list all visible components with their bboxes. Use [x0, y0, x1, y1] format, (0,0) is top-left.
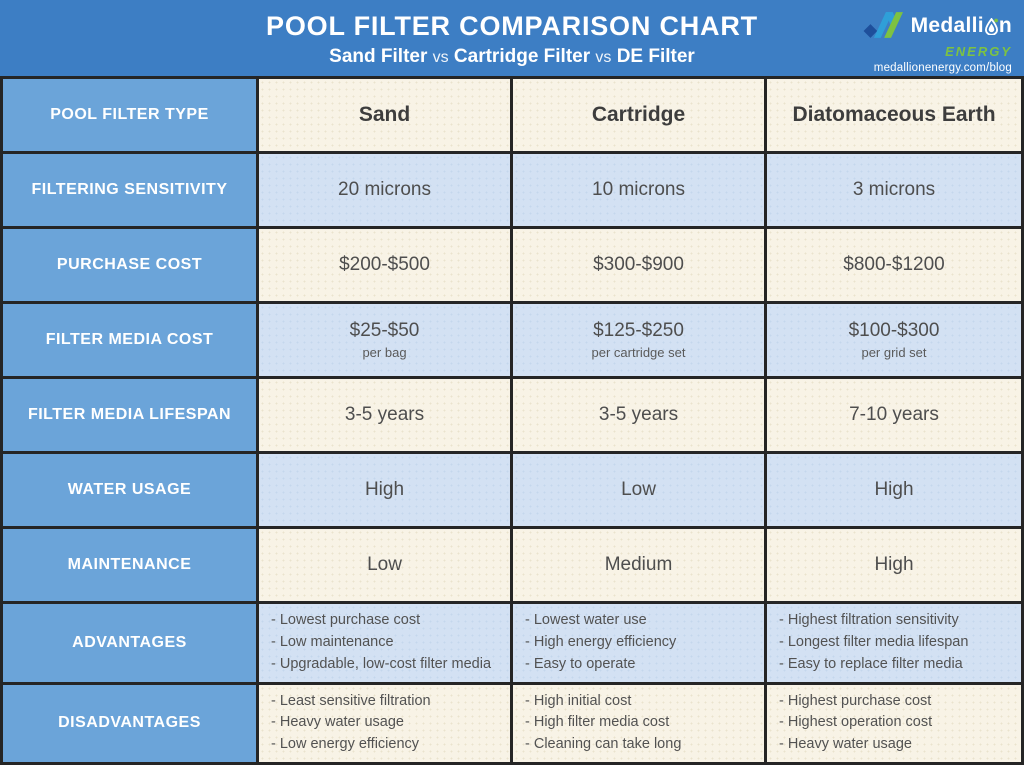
advantages-cartridge-cell: - Lowest water use - High energy efficie…	[513, 604, 767, 685]
list-item: - Easy to replace filter media	[779, 655, 963, 672]
value-cell: Low	[259, 529, 513, 605]
logo-brand-end: n	[998, 13, 1012, 37]
list-item: - High initial cost	[525, 692, 632, 709]
page-subtitle: Sand Filter vs Cartridge Filter vs DE Fi…	[266, 46, 758, 68]
subtitle-de: DE Filter	[616, 45, 695, 67]
row-label-disadvantages: DISADVANTAGES	[3, 684, 259, 762]
disadvantages-sand-cell: - Least sensitive filtration - Heavy wat…	[259, 684, 513, 762]
row-label-water-usage: WATER USAGE	[3, 454, 259, 530]
value-cell: High	[767, 454, 1021, 530]
column-header-sand: Sand	[259, 79, 513, 155]
disadvantages-de-cell: - Highest purchase cost - Highest operat…	[767, 684, 1021, 762]
logo-brand-text: Medalli n	[911, 15, 1012, 36]
list-item: - Longest filter media lifespan	[779, 634, 969, 651]
value-cell: 3-5 years	[513, 379, 767, 455]
column-header-de: Diatomaceous Earth	[767, 79, 1021, 155]
row-label-filtering-sensitivity: FILTERING SENSITIVITY	[3, 154, 259, 230]
value-cell: $100-$300 per grid set	[767, 304, 1021, 380]
row-label-purchase-cost: PURCHASE COST	[3, 229, 259, 305]
value-cell: $300-$900	[513, 229, 767, 305]
subtitle-sand: Sand Filter	[329, 45, 428, 67]
value-cell: $800-$1200	[767, 229, 1021, 305]
list-item: - Highest purchase cost	[779, 692, 932, 709]
medallion-energy-logo: Medalli n ENERGY medallionenergy.com/blo…	[861, 7, 1012, 75]
value-cell: 20 microns	[259, 154, 513, 230]
row-label-filter-media-lifespan: FILTER MEDIA LIFESPAN	[3, 379, 259, 455]
subtitle-vs-1: vs	[432, 48, 449, 66]
advantages-sand-cell: - Lowest purchase cost - Low maintenance…	[259, 604, 513, 685]
row-label-filter-media-cost: FILTER MEDIA COST	[3, 304, 259, 380]
value-cell: 10 microns	[513, 154, 767, 230]
corner-header-cell: POOL FILTER TYPE	[3, 79, 259, 155]
subtitle-cartridge: Cartridge Filter	[453, 45, 591, 67]
header-banner: POOL FILTER COMPARISON CHART Sand Filter…	[0, 0, 1024, 76]
logo-blog-url: medallionenergy.com/blog	[873, 62, 1012, 74]
value-cell: High	[767, 529, 1021, 605]
value-cell: 3 microns	[767, 154, 1021, 230]
row-label-maintenance: MAINTENANCE	[3, 529, 259, 605]
logo-brand-start: Medalli	[910, 13, 984, 37]
list-item: - Least sensitive filtration	[271, 692, 431, 709]
list-item: - High filter media cost	[525, 714, 670, 731]
value-cell: $200-$500	[259, 229, 513, 305]
list-item: - High energy efficiency	[525, 634, 677, 651]
disadvantages-cartridge-cell: - High initial cost - High filter media …	[513, 684, 767, 762]
logo-energy-text: ENERGY	[945, 44, 1012, 59]
advantages-de-cell: - Highest filtration sensitivity - Longe…	[767, 604, 1021, 685]
value-cell: 7-10 years	[767, 379, 1021, 455]
list-item: - Highest operation cost	[779, 714, 933, 731]
subtitle-vs-2: vs	[595, 48, 612, 66]
value-cell: $125-$250 per cartridge set	[513, 304, 767, 380]
value-cell: Medium	[513, 529, 767, 605]
list-item: - Low maintenance	[271, 634, 394, 651]
list-item: - Highest filtration sensitivity	[779, 612, 959, 629]
row-label-advantages: ADVANTAGES	[3, 604, 259, 685]
list-item: - Heavy water usage	[779, 736, 912, 753]
water-drop-icon	[984, 17, 998, 35]
list-item: - Heavy water usage	[271, 714, 404, 731]
list-item: - Upgradable, low-cost filter media	[271, 655, 492, 672]
value-cell: High	[259, 454, 513, 530]
medallion-m-icon	[863, 12, 903, 38]
comparison-table: POOL FILTER TYPE Sand Cartridge Diatomac…	[0, 76, 1024, 765]
page-title: POOL FILTER COMPARISON CHART	[266, 10, 758, 41]
list-item: - Lowest purchase cost	[271, 612, 421, 629]
list-item: - Easy to operate	[525, 655, 636, 672]
value-cell: Low	[513, 454, 767, 530]
value-cell: $25-$50 per bag	[259, 304, 513, 380]
list-item: - Lowest water use	[525, 612, 647, 629]
value-cell: 3-5 years	[259, 379, 513, 455]
banner-titles: POOL FILTER COMPARISON CHART Sand Filter…	[266, 11, 758, 68]
column-header-cartridge: Cartridge	[513, 79, 767, 155]
list-item: - Cleaning can take long	[525, 736, 682, 753]
list-item: - Low energy efficiency	[271, 736, 420, 753]
